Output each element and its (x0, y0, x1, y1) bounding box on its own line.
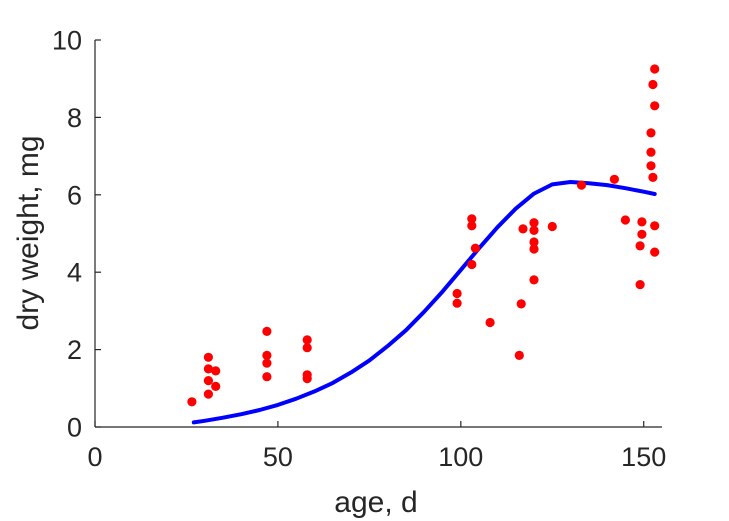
data-point (262, 358, 272, 368)
x-axis-label: age, d (334, 486, 417, 519)
data-point (203, 389, 213, 399)
data-point (262, 350, 272, 360)
data-point (485, 317, 495, 328)
x-tick-label: 50 (263, 442, 293, 472)
x-axis-ticks: 0 50 100 150 (87, 421, 666, 472)
data-point (516, 299, 526, 309)
x-tick-label: 0 (87, 442, 102, 472)
data-point (646, 147, 656, 157)
data-point (211, 366, 221, 376)
y-axis-ticks: 0 2 4 6 8 10 (52, 26, 101, 443)
data-point (467, 259, 477, 270)
data-point (302, 370, 312, 380)
y-tick-label: 2 (67, 335, 82, 365)
y-axis-label: dry weight, mg (12, 135, 45, 330)
data-point (302, 335, 312, 345)
x-tick-label: 100 (438, 442, 483, 472)
data-point (646, 128, 656, 138)
data-point (467, 221, 477, 231)
data-point (529, 275, 539, 285)
data-point (635, 241, 645, 251)
data-point (637, 217, 647, 227)
fitted-curve (191, 180, 657, 425)
data-point (637, 229, 647, 239)
data-point (203, 352, 213, 362)
data-point (620, 215, 631, 225)
y-tick-label: 6 (67, 180, 82, 210)
data-point (529, 225, 539, 235)
data-point (576, 180, 587, 190)
data-point (302, 343, 312, 353)
data-point (529, 218, 539, 228)
data-point (470, 243, 480, 253)
data-point (467, 214, 477, 224)
y-tick-label: 0 (67, 413, 82, 443)
data-point (262, 326, 272, 336)
data-point (529, 244, 539, 254)
data-point (650, 64, 660, 74)
data-point (211, 381, 221, 391)
y-tick-label: 10 (52, 26, 82, 56)
data-point (609, 174, 620, 184)
data-point (262, 372, 272, 382)
data-point (650, 247, 660, 257)
data-point (518, 224, 528, 234)
data-point (452, 288, 462, 299)
data-point (452, 298, 462, 308)
scatter-points (187, 64, 660, 407)
data-point (529, 237, 539, 247)
data-point (203, 376, 213, 386)
data-point (650, 221, 660, 231)
y-tick-label: 8 (67, 103, 82, 133)
data-point (635, 280, 645, 290)
data-point (648, 172, 658, 182)
data-point (203, 364, 213, 374)
data-point (514, 350, 524, 360)
x-tick-label: 150 (621, 442, 666, 472)
axes (94, 40, 662, 428)
data-point (547, 221, 557, 232)
data-point (650, 101, 660, 111)
data-point (648, 79, 658, 90)
data-point (646, 161, 656, 171)
y-tick-label: 4 (67, 258, 82, 288)
data-point (187, 397, 197, 407)
fitted-curve-layer (191, 180, 657, 425)
